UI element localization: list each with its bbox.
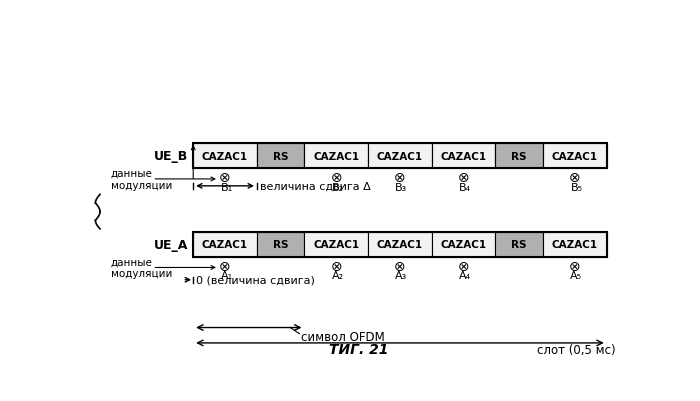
Text: ⊗: ⊗ [219, 171, 231, 185]
Text: B₄: B₄ [459, 182, 471, 192]
Text: B₅: B₅ [570, 182, 582, 192]
Text: ⊗: ⊗ [219, 259, 231, 273]
Text: данные
модуляции: данные модуляции [111, 169, 172, 190]
Text: слот (0,5 мс): слот (0,5 мс) [538, 344, 616, 356]
Text: CAZAC1: CAZAC1 [313, 152, 359, 162]
Text: ⊗: ⊗ [458, 259, 470, 273]
Bar [193, 144, 607, 169]
Text: ⊗: ⊗ [394, 259, 406, 273]
Text: символ OFDM: символ OFDM [301, 330, 385, 343]
Text: A₅: A₅ [570, 271, 582, 280]
Text: A₃: A₃ [395, 271, 407, 280]
Bar [496, 233, 543, 257]
Text: ⊗: ⊗ [330, 259, 342, 273]
Text: данные
модуляции: данные модуляции [111, 257, 172, 279]
Bar [543, 144, 607, 169]
Bar [432, 233, 496, 257]
Text: UE_A: UE_A [154, 238, 188, 251]
Text: RS: RS [512, 240, 527, 250]
Text: ⊗: ⊗ [330, 171, 342, 185]
Bar [257, 144, 304, 169]
Text: RS: RS [273, 152, 288, 162]
Text: CAZAC1: CAZAC1 [377, 240, 423, 250]
Text: CAZAC1: CAZAC1 [202, 152, 248, 162]
Text: CAZAC1: CAZAC1 [552, 152, 598, 162]
Bar [368, 233, 432, 257]
Text: A₁: A₁ [220, 271, 232, 280]
Bar [304, 144, 368, 169]
Text: B₂: B₂ [332, 182, 344, 192]
Bar [304, 233, 368, 257]
Bar [257, 233, 304, 257]
Text: CAZAC1: CAZAC1 [202, 240, 248, 250]
Text: ΤИГ. 21: ΤИГ. 21 [329, 342, 389, 356]
Text: ⊗: ⊗ [569, 171, 581, 185]
Bar [432, 144, 496, 169]
Text: 0 (величина сдвига): 0 (величина сдвига) [196, 275, 315, 285]
Text: CAZAC1: CAZAC1 [377, 152, 423, 162]
Text: CAZAC1: CAZAC1 [440, 240, 486, 250]
Text: A₂: A₂ [332, 271, 344, 280]
Bar [193, 144, 257, 169]
Text: CAZAC1: CAZAC1 [440, 152, 486, 162]
Text: CAZAC1: CAZAC1 [313, 240, 359, 250]
Text: RS: RS [273, 240, 288, 250]
Text: ⊗: ⊗ [394, 171, 406, 185]
Text: RS: RS [512, 152, 527, 162]
Text: ⊗: ⊗ [458, 171, 470, 185]
Bar [368, 144, 432, 169]
Text: ⊗: ⊗ [569, 259, 581, 273]
Bar [543, 233, 607, 257]
Bar [496, 144, 543, 169]
Bar [193, 233, 257, 257]
Text: A₄: A₄ [459, 271, 471, 280]
Text: UE_B: UE_B [154, 150, 188, 163]
Text: величина сдвига Δ: величина сдвига Δ [260, 181, 371, 191]
Text: B₃: B₃ [395, 182, 407, 192]
Text: CAZAC1: CAZAC1 [552, 240, 598, 250]
Text: B₁: B₁ [220, 182, 232, 192]
Bar [193, 233, 607, 257]
